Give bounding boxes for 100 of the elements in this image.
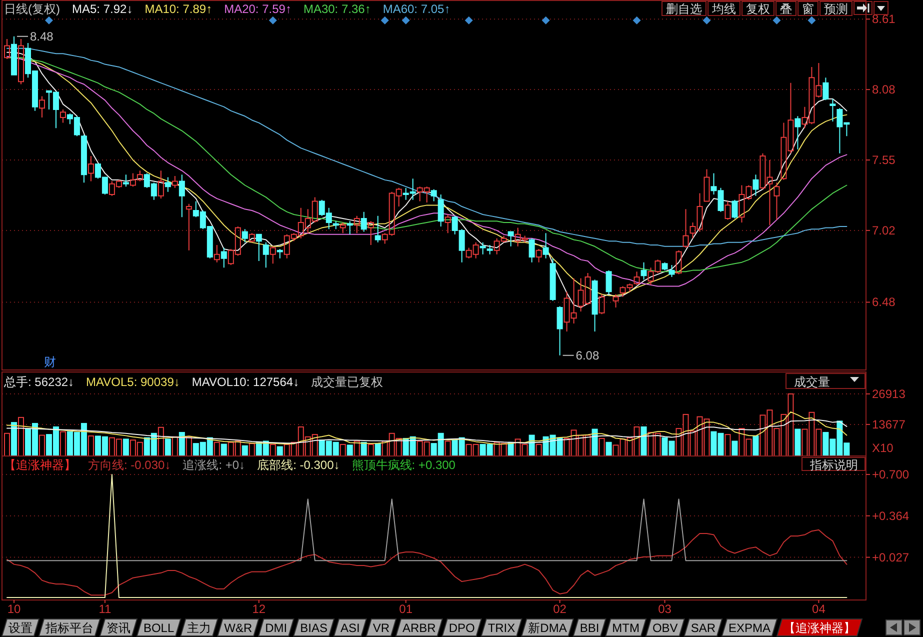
candlestick <box>486 244 493 255</box>
text: W&R <box>224 621 252 635</box>
text: MA60: 7.05↑ <box>382 2 450 16</box>
candlestick <box>822 77 829 101</box>
bar <box>592 428 598 456</box>
x-tick-label: 01 <box>399 602 413 616</box>
candlestick <box>164 176 171 192</box>
bar <box>536 444 542 456</box>
y-tick-label: 8.08 <box>872 82 896 97</box>
candlestick <box>724 200 731 220</box>
bar <box>340 444 346 456</box>
bar <box>214 442 220 456</box>
candlestick <box>80 134 87 184</box>
candlestick <box>592 279 598 332</box>
candlestick <box>368 220 374 246</box>
candlestick <box>794 116 801 150</box>
bar <box>640 426 647 456</box>
chart-title: 【追涨神器】 <box>4 458 76 472</box>
y-tick-label: 26913 <box>872 386 906 401</box>
text: 资讯 <box>106 621 130 635</box>
bar <box>606 442 612 456</box>
candlestick <box>262 242 269 268</box>
text: MA10: 7.89↑ <box>144 2 212 16</box>
y-tick-label: 7.02 <box>872 223 896 238</box>
x-tick-label: 10 <box>7 602 21 616</box>
annotation: 8.48 <box>30 29 54 44</box>
candlestick <box>276 248 283 259</box>
text: 底部线: -0.300↓ <box>257 458 340 472</box>
bar <box>18 416 24 456</box>
y-tick-label: 6.48 <box>872 295 896 310</box>
text: MA5: 7.92↓ <box>72 2 133 16</box>
annotation: 窗 <box>802 2 814 16</box>
candlestick <box>270 246 276 264</box>
bar <box>38 434 45 456</box>
y-tick-label: +0.364 <box>872 508 910 523</box>
text: MTM <box>612 621 640 635</box>
candlestick <box>332 220 339 230</box>
text: BBI <box>580 621 600 635</box>
annotation: 复权 <box>746 2 770 16</box>
text: MAVOL10: 127564↓ <box>192 375 300 389</box>
candlestick <box>346 220 353 235</box>
bar <box>158 426 164 456</box>
text: TRIX <box>488 621 516 635</box>
bar <box>598 438 605 456</box>
bar <box>368 444 374 456</box>
candlestick <box>676 250 682 275</box>
bar <box>220 444 227 456</box>
y-axis-title: X10 <box>872 441 894 455</box>
y-tick-label: 7.55 <box>872 152 896 167</box>
candlestick <box>242 228 248 243</box>
candlestick <box>508 231 514 247</box>
text: MA30: 7.36↑ <box>303 2 371 16</box>
annotation: 熊顶牛疯线: +0.300 <box>352 458 456 472</box>
candlestick <box>354 215 360 234</box>
candlestick <box>752 174 759 196</box>
candlestick <box>88 156 94 182</box>
candlestick <box>38 96 45 118</box>
candlestick <box>542 232 549 259</box>
candlestick <box>704 168 710 202</box>
candlestick <box>662 262 668 271</box>
candlestick <box>480 242 486 255</box>
text: EXPMA <box>728 621 771 635</box>
annotation: 删自选 <box>666 2 702 16</box>
candlestick <box>220 247 227 268</box>
x-tick-label: 04 <box>812 602 826 616</box>
bar <box>60 431 66 456</box>
text: DPO <box>448 621 475 635</box>
annotation: 成交量 <box>794 375 830 389</box>
bar <box>444 440 451 456</box>
bar <box>346 444 353 456</box>
text: 设置 <box>8 621 32 635</box>
bar <box>10 422 17 456</box>
candlestick <box>444 214 451 234</box>
candlestick <box>634 271 640 286</box>
x-tick-label: 12 <box>252 602 266 616</box>
annotation: 预测 <box>824 2 848 16</box>
candlestick <box>248 232 255 243</box>
annotation: 指标说明 <box>809 458 858 472</box>
y-tick-label: 13677 <box>872 417 906 432</box>
y-tick-label: +0.700 <box>872 467 910 482</box>
text: BIAS <box>300 621 328 635</box>
line-series <box>6 411 848 445</box>
candlestick <box>178 174 185 218</box>
candlestick <box>60 108 66 124</box>
bar <box>164 438 171 456</box>
bar <box>270 444 276 456</box>
candlestick <box>830 98 836 122</box>
bar <box>4 432 10 456</box>
candlestick <box>668 264 675 278</box>
x-tick-label: 03 <box>658 602 672 616</box>
annotation: 6.08 <box>576 348 600 362</box>
bar <box>242 445 248 456</box>
bar <box>248 443 255 456</box>
bar <box>122 438 129 456</box>
bar <box>732 440 738 456</box>
candlestick <box>606 270 612 295</box>
candlestick <box>438 194 444 227</box>
text: MAVOL5: 90039↓ <box>86 375 180 389</box>
bar <box>88 435 94 456</box>
annotation: 成交量已复权 <box>311 375 384 389</box>
